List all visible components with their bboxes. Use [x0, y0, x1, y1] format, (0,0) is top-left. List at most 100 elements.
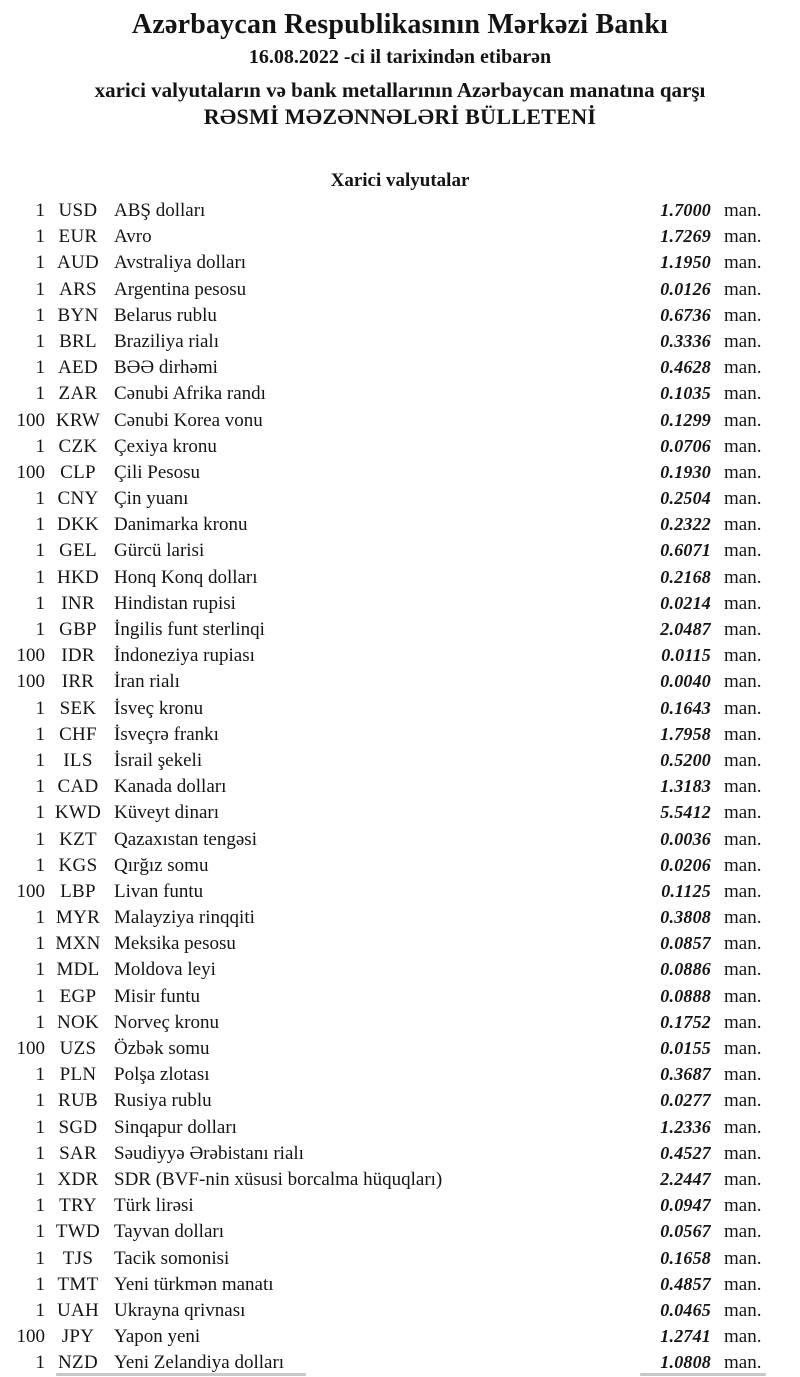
currency-name: Gürcü larisi — [114, 540, 205, 562]
currency-name: Kanada dolları — [114, 776, 227, 798]
rate-value: 0.0567 — [660, 1221, 711, 1242]
rate-row-mdl: 1 MDL Moldova leyi 0.0886 man. — [0, 956, 800, 982]
quantity: 1 — [35, 907, 46, 929]
currency-code: BRL — [59, 330, 97, 352]
quantity: 1 — [35, 697, 46, 719]
rate-row-byn: 1 BYN Belarus rublu 0.6736 man. — [0, 302, 800, 328]
rate-row-sgd: 1 SGD Sinqapur dolları 1.2336 man. — [0, 1114, 800, 1140]
rate-row-mxn: 1 MXN Meksika pesosu 0.0857 man. — [0, 930, 800, 956]
quantity: 1 — [35, 488, 46, 510]
rate-row-aed: 1 AED BƏƏ dirhəmi 0.4628 man. — [0, 354, 800, 380]
currency-code: BYN — [57, 304, 99, 326]
currency-code: TWD — [55, 1221, 101, 1243]
rate-value: 0.1658 — [660, 1247, 711, 1268]
unit-label: man. — [724, 1352, 762, 1374]
unit-label: man. — [724, 200, 762, 221]
currency-name: Yeni türkmən manatı — [114, 1273, 274, 1295]
unit-label: man. — [724, 697, 762, 719]
rate-value: 0.4857 — [660, 1273, 711, 1294]
quantity: 1 — [35, 619, 46, 640]
quantity: 1 — [35, 1064, 46, 1086]
quantity: 1 — [35, 1247, 46, 1269]
unit-label: man. — [724, 1168, 762, 1190]
rate-value: 0.1752 — [660, 1011, 711, 1032]
quantity: 1 — [35, 1352, 46, 1374]
currency-name: Norveç kronu — [114, 1011, 219, 1033]
currency-name: Braziliya rialı — [114, 330, 219, 352]
rate-value: 0.0040 — [660, 671, 711, 692]
unit-label: man. — [724, 1299, 762, 1321]
quantity: 1 — [35, 383, 46, 405]
currency-name: Hindistan rupisi — [114, 592, 236, 614]
rate-value: 0.1125 — [661, 880, 711, 901]
rate-row-sek: 1 SEK İsveç kronu 0.1643 man. — [0, 695, 800, 721]
rate-row-nzd: 1 NZD Yeni Zelandiya dolları 1.0808 man. — [0, 1349, 800, 1375]
unit-label: man. — [724, 907, 762, 929]
rate-row-twd: 1 TWD Tayvan dolları 0.0567 man. — [0, 1218, 800, 1244]
rate-value: 0.4527 — [660, 1142, 711, 1163]
rate-value: 2.2447 — [660, 1168, 711, 1189]
quantity: 1 — [35, 357, 46, 379]
quantity: 1 — [35, 933, 46, 955]
rate-value: 0.0214 — [660, 592, 711, 613]
quantity: 1 — [35, 435, 46, 457]
currency-name: Özbək somu — [114, 1038, 210, 1059]
rate-row-aud: 1 AUD Avstraliya dolları 1.1950 man. — [0, 249, 800, 275]
currency-code: CHF — [59, 723, 97, 745]
currency-name: Meksika pesosu — [114, 933, 236, 955]
rate-row-zar: 1 ZAR Cənubi Afrika randı 0.1035 man. — [0, 380, 800, 406]
quantity: 1 — [35, 330, 46, 352]
currency-name: Küveyt dinarı — [114, 802, 220, 824]
rate-row-uzs: 100 UZS Özbək somu 0.0155 man. — [0, 1035, 800, 1061]
currency-name: Çili Pesosu — [114, 461, 201, 483]
quantity: 1 — [35, 1090, 46, 1112]
currency-code: HKD — [56, 566, 100, 588]
rate-value: 0.0126 — [660, 278, 711, 299]
currency-code: MYR — [55, 907, 101, 929]
currency-code: LBP — [60, 880, 96, 902]
unit-label: man. — [724, 1247, 762, 1269]
rate-row-lbp: 100 LBP Livan funtu 0.1125 man. — [0, 878, 800, 904]
quantity: 1 — [35, 252, 46, 274]
page-header: Azərbaycan Respublikasının Mərkəzi Bankı… — [0, 0, 800, 130]
currency-name: Tacik somonisi — [114, 1247, 230, 1269]
section-title: Xarici valyutalar — [330, 170, 470, 191]
currency-name: Moldova leyi — [114, 959, 216, 981]
rate-row-kgs: 1 KGS Qırğız somu 0.0206 man. — [0, 852, 800, 878]
quantity: 1 — [35, 514, 46, 536]
rate-row-clp: 100 CLP Çili Pesosu 0.1930 man. — [0, 459, 800, 485]
unit-label: man. — [724, 461, 762, 483]
currency-code: SEK — [59, 697, 97, 719]
rate-value: 1.1950 — [660, 252, 711, 273]
currency-name: Honq Konq dolları — [114, 566, 258, 588]
currency-name: İsrail şekeli — [114, 749, 203, 771]
rate-value: 0.0206 — [660, 854, 711, 875]
unit-label: man. — [724, 828, 762, 850]
currency-code: CNY — [57, 488, 99, 510]
unit-label: man. — [724, 409, 762, 431]
quantity: 1 — [35, 1116, 46, 1138]
rate-row-sar: 1 SAR Səudiyyə Ərəbistanı rialı 0.4527 man. — [0, 1140, 800, 1166]
quantity: 1 — [35, 278, 46, 300]
currency-code: ILS — [63, 749, 93, 771]
rate-value: 0.0036 — [660, 828, 711, 849]
rate-value: 0.3687 — [660, 1064, 711, 1085]
rate-row-pln: 1 PLN Polşa zlotası 0.3687 man. — [0, 1061, 800, 1087]
currency-code: SGD — [58, 1116, 98, 1138]
currency-code: NZD — [58, 1352, 98, 1374]
currency-name: Malayziya rinqqiti — [114, 907, 255, 929]
rate-row-ils: 1 ILS İsrail şekeli 0.5200 man. — [0, 747, 800, 773]
quantity: 100 — [16, 1326, 46, 1348]
unit-label: man. — [724, 985, 762, 1007]
quantity: 1 — [35, 566, 46, 588]
rate-row-idr: 100 IDR İndoneziya rupiası 0.0115 man. — [0, 642, 800, 668]
currency-code: JPY — [61, 1326, 95, 1348]
currency-name: BƏƏ dirhəmi — [114, 357, 218, 379]
currency-name: Yeni Zelandiya dolları — [114, 1352, 285, 1374]
currency-code: TMT — [57, 1273, 99, 1295]
rate-value: 0.4628 — [660, 357, 711, 378]
quantity: 1 — [35, 200, 46, 221]
rate-row-krw: 100 KRW Cənubi Korea vonu 0.1299 man. — [0, 407, 800, 433]
currency-code: IRR — [61, 671, 95, 693]
unit-label: man. — [724, 723, 762, 745]
